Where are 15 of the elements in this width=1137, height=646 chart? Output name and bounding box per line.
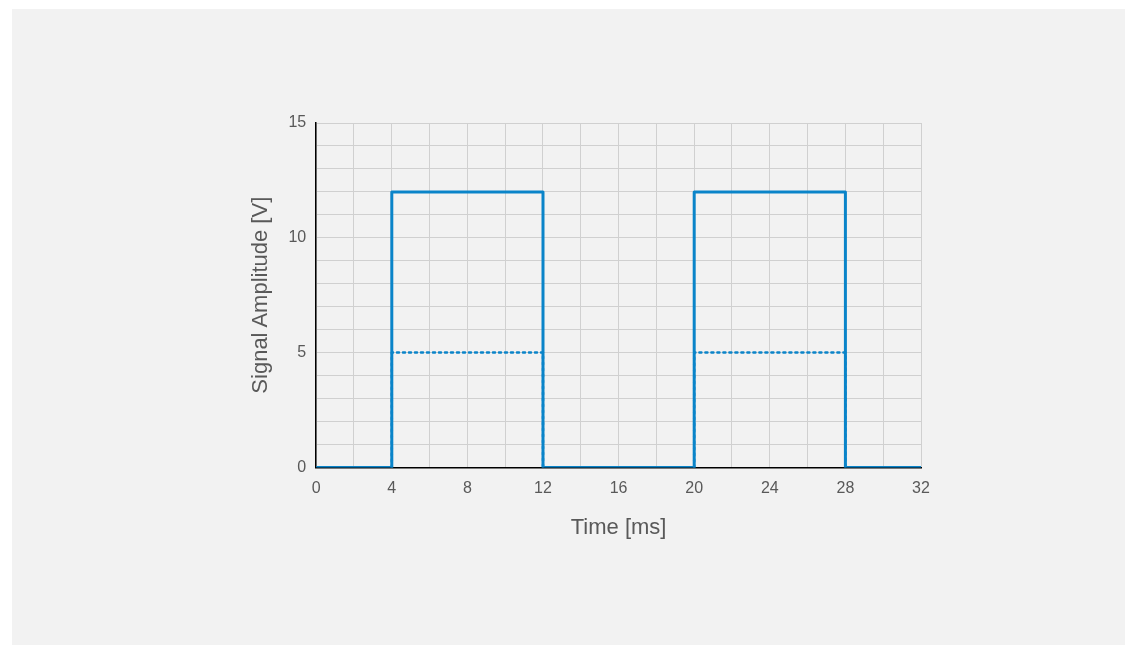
x-tick-label: 20: [685, 479, 704, 497]
x-tick-label: 24: [760, 479, 779, 497]
x-tick-label: 12: [534, 479, 552, 497]
x-tick-label: 4: [387, 479, 397, 497]
y-tick-label: 0: [297, 457, 307, 475]
x-tick-label: 28: [836, 479, 855, 497]
y-tick-label: 10: [288, 228, 307, 246]
x-tick-label: 8: [462, 479, 472, 497]
y-tick-label: 15: [288, 113, 307, 131]
x-tick-label: 32: [912, 479, 930, 497]
y-tick-label: 5: [297, 343, 307, 361]
x-tick-label: 16: [609, 479, 628, 497]
x-axis-title: Time [ms]: [570, 513, 667, 539]
y-axis-title: Signal Amplitude [V]: [247, 196, 273, 394]
x-tick-label: 0: [311, 479, 321, 497]
